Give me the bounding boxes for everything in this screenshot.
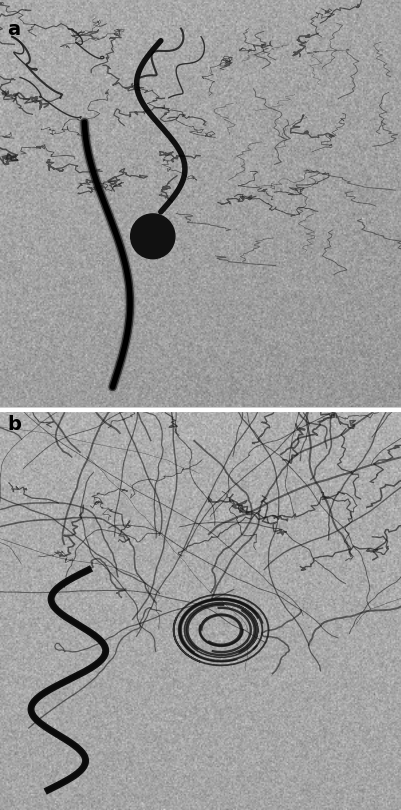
Text: b: b [7,415,21,433]
Text: a: a [7,20,20,39]
Circle shape [130,214,174,258]
